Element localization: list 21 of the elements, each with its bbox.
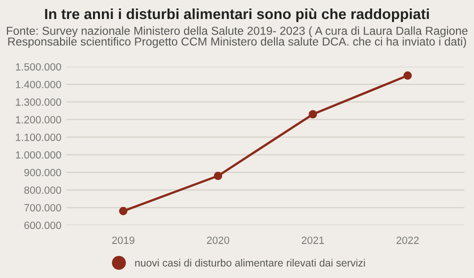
x-tick-label: 2022 xyxy=(396,236,419,244)
chart-title: In tre anni i disturbi alimentari sono più che raddoppiati xyxy=(45,8,429,22)
y-tick-label: 1.500.000 xyxy=(16,63,62,71)
y-tick-label: 1.100.000 xyxy=(16,134,62,142)
y-tick-label: 700.000 xyxy=(24,204,62,212)
y-tick-label: 600.000 xyxy=(24,222,62,230)
y-tick-label: 800.000 xyxy=(24,186,62,194)
chart-subtitle: Fonte: Survey nazionale Ministero della Salute 2019- 2023 ( A cura di Laura Dalla Ragione Responsabile scientifico Progetto CCM Ministero della salute DCA. che ci ha inviato i dati) xyxy=(6,26,468,48)
point xyxy=(214,172,222,180)
x-tick-label: 2021 xyxy=(302,236,324,244)
point xyxy=(403,71,412,80)
y-tick-label: 1.200.000 xyxy=(16,116,62,124)
legend-label: nuovi casi di disturbo alimentare rilevati dai servizi xyxy=(135,258,365,267)
point xyxy=(119,206,128,216)
y-tick-label: 900.000 xyxy=(24,168,62,176)
y-tick-label: 1.000.000 xyxy=(16,151,62,159)
point xyxy=(308,110,318,118)
x-tick-label: 2020 xyxy=(206,236,230,244)
y-tick-label: 1.300.000 xyxy=(16,98,62,106)
x-tick-label: 2019 xyxy=(112,236,134,244)
y-tick-label: 1.400.000 xyxy=(16,80,62,88)
